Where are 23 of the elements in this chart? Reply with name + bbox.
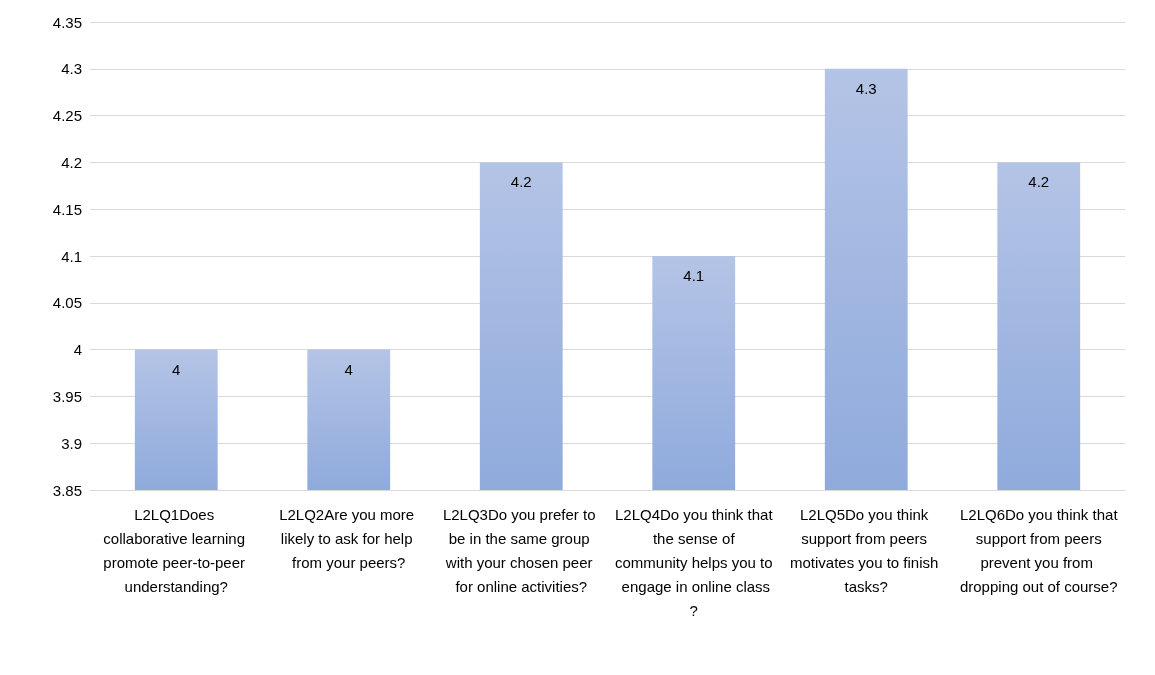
x-tick-label: L2LQ1Does collaborative learning promote peer-to-peer understanding? (103, 505, 250, 595)
data-label: 4.2 (1028, 173, 1050, 191)
data-label: 4.1 (683, 267, 705, 284)
data-label: 4.2 (510, 173, 532, 191)
y-tick-label: 4.35 (52, 13, 82, 31)
y-tick-label: 4.05 (52, 294, 82, 312)
x-tick-label: L2LQ3Do you prefer to be in the same group with your chosen peer for online activities? (442, 505, 600, 595)
data-label: 4.3 (855, 79, 877, 97)
data-label: 4 (344, 360, 353, 378)
y-tick-label: 3.9 (61, 434, 82, 452)
x-tick-label: L2LQ2Are you more likely to ask for help from your peers? (279, 505, 419, 571)
data-label: 4 (172, 360, 181, 378)
y-tick-label: 4.2 (61, 153, 82, 171)
y-tick-label: 3.85 (52, 481, 82, 499)
y-tick-label: 4.1 (61, 247, 82, 265)
y-tick-label: 4 (73, 341, 82, 359)
x-tick-label: L2LQ6Do you think that support from peers prevent you from dropping out of course? (959, 505, 1119, 595)
x-tick-label: L2LQ5Do you think support from peers motivates you to finish tasks? (789, 505, 943, 595)
y-tick-label: 4.15 (52, 200, 82, 218)
y-tick-label: 3.95 (52, 387, 82, 405)
y-tick-label: 4.3 (61, 60, 82, 78)
x-tick-label: L2LQ4Do you think that the sense of community helps you to engage in online class? (614, 505, 774, 619)
y-tick-label: 4.25 (52, 107, 82, 125)
